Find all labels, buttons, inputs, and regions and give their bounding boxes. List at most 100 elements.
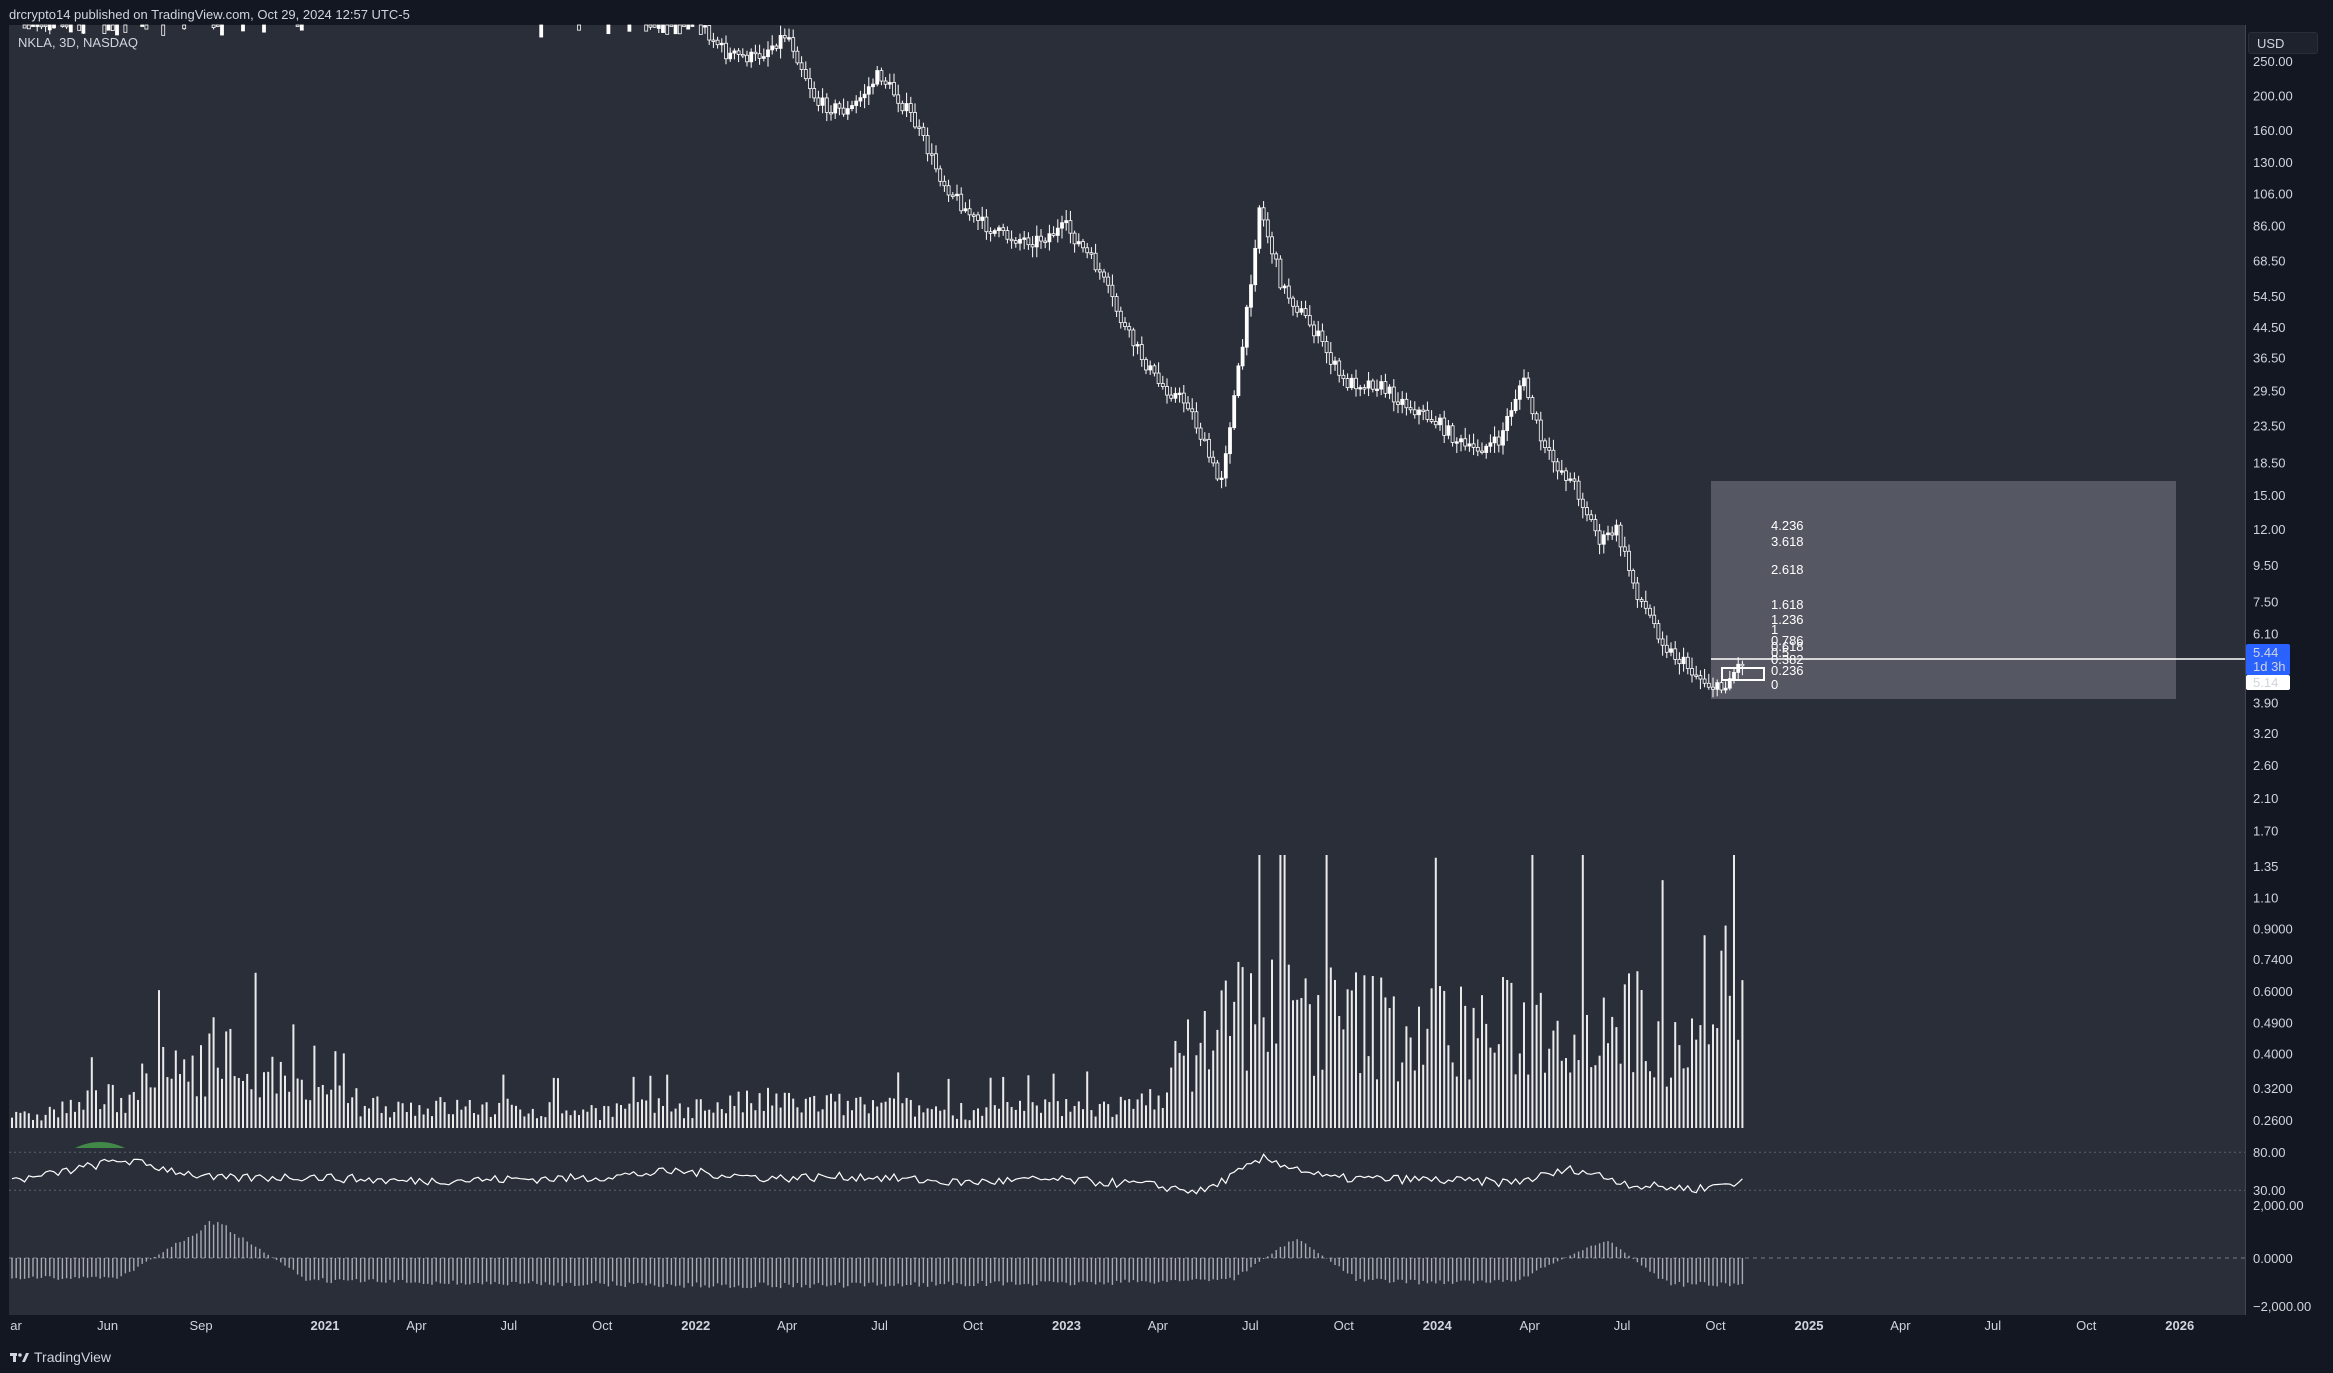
tradingview-brand[interactable]: TradingView <box>10 1349 111 1365</box>
candle-body <box>799 62 804 70</box>
volume-bar <box>271 1056 274 1128</box>
candle-body <box>1484 445 1489 453</box>
candle-body <box>862 93 867 99</box>
candle-body <box>682 24 686 27</box>
candle-body <box>719 42 724 46</box>
volume-bar <box>935 1106 937 1128</box>
volume-bar <box>1329 967 1332 1128</box>
volume-bar <box>884 1101 887 1128</box>
candle-body <box>1139 344 1144 361</box>
y-tick-label: 130.00 <box>2253 155 2293 170</box>
volume-bar <box>1002 1076 1005 1128</box>
candle-body <box>1194 411 1199 429</box>
currency-selector[interactable]: USD <box>2248 32 2318 54</box>
volume-bar <box>586 1111 589 1128</box>
y-tick-label: 1.10 <box>2253 891 2278 906</box>
volume-bar <box>636 1102 639 1128</box>
volume-bar <box>620 1105 622 1128</box>
candle-body <box>106 24 111 31</box>
candle-body <box>1009 238 1014 242</box>
fib-level-label: 0.382 <box>1771 652 1804 667</box>
x-tick-label: Oct <box>592 1318 613 1333</box>
y-tick-label: 23.50 <box>2253 419 2286 434</box>
fib-level-label: 0.786 <box>1771 633 1804 648</box>
volume-bar <box>246 1073 249 1128</box>
volume-bar <box>447 1114 450 1128</box>
candle-body <box>1555 461 1560 472</box>
y-axis-ticks: 250.00 200.00 160.00 130.00 106.00 86.00 68.50… <box>2253 54 2311 1314</box>
volume-bar <box>1132 1108 1135 1128</box>
candle-body <box>1047 233 1052 243</box>
time-scale-bar[interactable] <box>0 1336 2333 1373</box>
volume-bar <box>926 1108 929 1128</box>
candle-body <box>1606 532 1610 536</box>
candle-body <box>1660 638 1665 646</box>
candle-body <box>1026 237 1031 246</box>
volume-bar <box>1594 1065 1597 1128</box>
volume-bar <box>1392 996 1395 1128</box>
candle-body <box>967 208 972 216</box>
candle-body <box>1690 668 1694 676</box>
volume-bar <box>1128 1099 1131 1128</box>
volume-bar <box>510 1104 513 1128</box>
volume-bar <box>99 1109 102 1128</box>
volume-bar <box>1056 1101 1059 1128</box>
volume-bar <box>1481 995 1483 1128</box>
volume-bar <box>372 1097 375 1128</box>
volume-bar <box>208 1033 211 1128</box>
candle-body <box>669 24 674 27</box>
symbol-legend[interactable]: NKLA, 3D, NASDAQ <box>18 35 138 50</box>
candle-body <box>1228 427 1232 455</box>
volume-bar <box>851 1110 853 1128</box>
volume-bar <box>1632 1072 1635 1128</box>
volume-bar <box>1350 990 1353 1128</box>
volume-bar <box>149 1087 152 1128</box>
candle-body <box>1345 378 1350 389</box>
volume-bar <box>1405 1026 1408 1128</box>
volume-bar <box>947 1078 950 1128</box>
volume-bar <box>300 1079 303 1128</box>
candle-body <box>988 231 993 234</box>
volume-bar <box>1010 1106 1013 1128</box>
volume-bar <box>699 1099 702 1128</box>
volume-bar <box>1657 1021 1660 1128</box>
candle-body <box>1299 308 1304 313</box>
volume-bar <box>1300 998 1303 1128</box>
volume-bar <box>1569 1072 1572 1128</box>
candle-body <box>1165 386 1169 396</box>
volume-bar <box>1598 1055 1601 1128</box>
volume-bar <box>779 1107 782 1128</box>
volume-bar <box>1716 1028 1719 1128</box>
candle-body <box>963 208 968 212</box>
candle-body <box>1366 380 1371 389</box>
candle-body <box>211 24 216 28</box>
volume-bar <box>1065 1099 1068 1128</box>
candle-body <box>1034 235 1039 248</box>
volume-bar <box>1338 1016 1341 1128</box>
volume-bar <box>1720 950 1723 1128</box>
volume-bar <box>914 1116 916 1128</box>
volume-bar <box>464 1106 467 1128</box>
candle-body <box>833 103 838 114</box>
candle-body <box>1064 220 1069 224</box>
volume-bar <box>170 1078 173 1128</box>
candle-body <box>1106 276 1111 286</box>
candle-body <box>1076 241 1081 245</box>
candle-body <box>1030 244 1035 248</box>
candle-body <box>686 24 691 30</box>
candle-body <box>1186 402 1190 410</box>
volume-bar <box>1052 1073 1055 1128</box>
volume-bar <box>1077 1101 1080 1128</box>
volume-bar <box>1485 1023 1488 1128</box>
volume-bar <box>758 1093 761 1128</box>
volume-bar <box>775 1093 778 1128</box>
candle-body <box>1719 682 1724 691</box>
candle-body <box>757 53 762 59</box>
candle-body <box>1614 524 1619 536</box>
candle-body <box>1013 240 1018 244</box>
x-tick-label: Oct <box>1705 1318 1726 1333</box>
volume-bar <box>1161 1108 1164 1128</box>
candle-body <box>921 126 926 136</box>
volume-bar <box>1535 1004 1538 1128</box>
